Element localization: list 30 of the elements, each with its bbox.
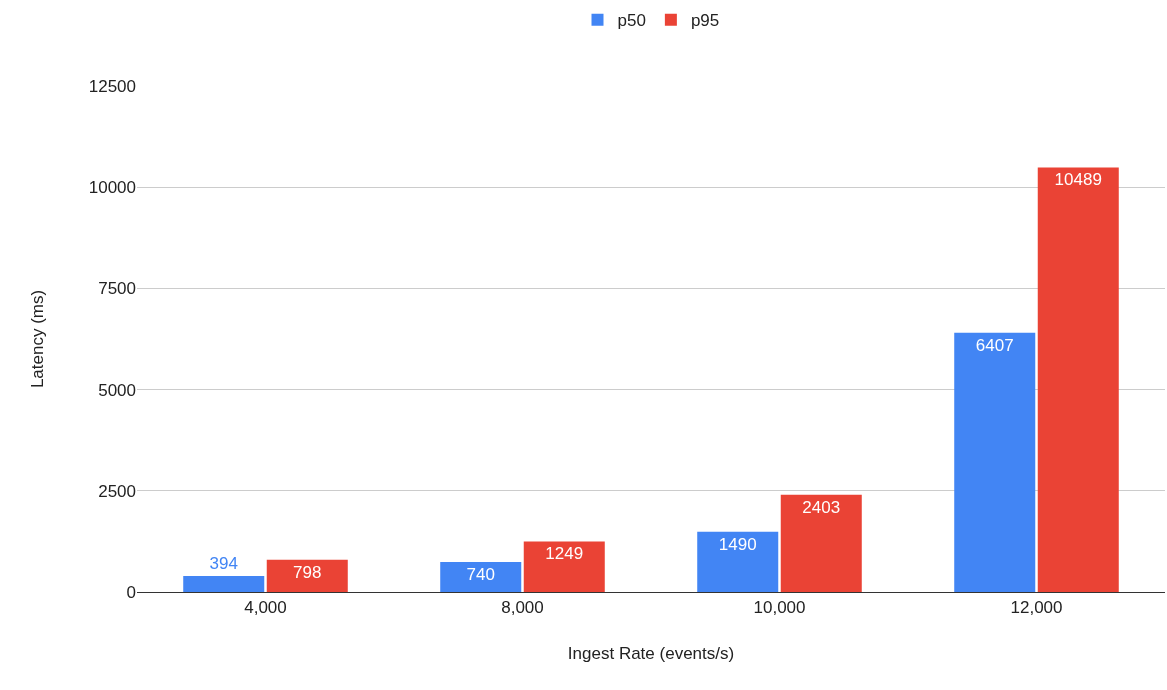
data-label: 394 xyxy=(209,554,238,574)
data-label: 1490 xyxy=(718,534,757,554)
x-tick-label: 8,000 xyxy=(501,598,544,618)
y-tick-label: 7500 xyxy=(98,279,136,299)
y-axis-title: Latency (ms) xyxy=(28,289,48,389)
data-label: 798 xyxy=(293,562,322,582)
bar xyxy=(266,559,348,592)
x-tick-label: 12,000 xyxy=(1010,598,1063,618)
bar xyxy=(523,541,605,592)
y-tick-label: 2500 xyxy=(98,481,136,501)
bar xyxy=(183,576,265,592)
bar xyxy=(697,531,779,592)
y-tick-label: 12500 xyxy=(88,76,136,96)
data-label: 740 xyxy=(466,565,495,585)
bar xyxy=(1037,167,1119,592)
bar xyxy=(440,562,522,592)
x-tick-label: 10,000 xyxy=(753,598,806,618)
data-label: 6407 xyxy=(975,335,1014,355)
legend-label: p50 xyxy=(617,11,646,31)
data-label: 10489 xyxy=(1054,170,1102,190)
bar xyxy=(954,332,1036,592)
legend-label: p95 xyxy=(690,11,720,31)
bar xyxy=(780,494,862,592)
x-tick-label: 4,000 xyxy=(244,598,287,618)
data-label: 1249 xyxy=(545,544,584,564)
x-axis-title: Ingest Rate (events/s) xyxy=(567,643,735,663)
y-tick-label: 10000 xyxy=(88,178,136,198)
data-label: 2403 xyxy=(802,497,841,517)
y-tick-label: 0 xyxy=(126,582,136,602)
y-tick-label: 5000 xyxy=(98,380,136,400)
